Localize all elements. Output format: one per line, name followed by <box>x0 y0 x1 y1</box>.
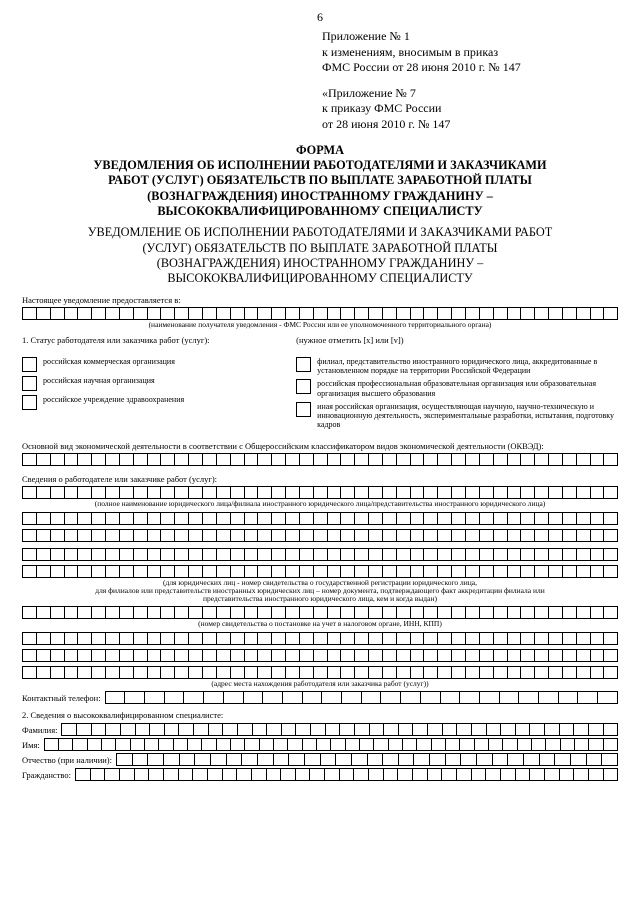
fullname-cells-1[interactable] <box>22 486 618 499</box>
caption-recipient: (наименование получателя уведомления - Ф… <box>22 321 618 329</box>
employer-info-label: Сведения о работодателе или заказчике ра… <box>22 474 618 484</box>
check-hint: (нужное отметить [x] или [v]) <box>296 335 403 345</box>
phone-label: Контактный телефон: <box>22 691 105 703</box>
patronymic-label: Отчество (при наличии): <box>22 753 116 765</box>
name-label: Имя: <box>22 738 44 750</box>
appendix2-l2: к приказу ФМС России <box>322 101 618 117</box>
title-bold-l4: (ВОЗНАГРАЖДЕНИЯ) ИНОСТРАННОМУ ГРАЖДАНИНУ… <box>22 189 618 204</box>
addr-cells-1[interactable] <box>22 632 618 645</box>
appendix1-l3: ФМС России от 28 июня 2010 г. № 147 <box>322 60 618 76</box>
surname-cells[interactable] <box>61 723 618 736</box>
reg-cells-1[interactable] <box>22 548 618 561</box>
appendix1-l1: Приложение № 1 <box>322 29 618 45</box>
caption-fullname: (полное наименование юридического лица/ф… <box>22 500 618 508</box>
status-checks: российская коммерческая организация росси… <box>22 353 618 433</box>
status-left-checkbox-1[interactable] <box>22 376 37 391</box>
status-right-checkbox-2[interactable] <box>296 402 311 417</box>
caption-tax: (номер свидетельства о постановке на уче… <box>22 620 618 628</box>
status-left-label-2: российское учреждение здравоохранения <box>43 395 184 404</box>
title-norm-l1: УВЕДОМЛЕНИЕ ОБ ИСПОЛНЕНИИ РАБОТОДАТЕЛЯМИ… <box>22 225 618 240</box>
status-right-label-0: филиал, представительство иностранного ю… <box>317 357 618 375</box>
page-number: 6 <box>22 10 618 25</box>
addr-cells-3[interactable] <box>22 666 618 679</box>
status-left-1: российская научная организация <box>22 376 296 391</box>
title-norm: УВЕДОМЛЕНИЕ ОБ ИСПОЛНЕНИИ РАБОТОДАТЕЛЯМИ… <box>22 225 618 286</box>
status-left-checkbox-0[interactable] <box>22 357 37 372</box>
reg-cells-3[interactable] <box>22 606 618 619</box>
status-left-checkbox-2[interactable] <box>22 395 37 410</box>
caption-reg: (для юридических лиц - номер свидетельст… <box>22 579 618 604</box>
phone-cells[interactable] <box>105 691 618 704</box>
status-right-checkbox-0[interactable] <box>296 357 311 372</box>
okved-label: Основной вид экономической деятельности … <box>22 441 618 451</box>
title-bold: ФОРМА УВЕДОМЛЕНИЯ ОБ ИСПОЛНЕНИИ РАБОТОДА… <box>22 143 618 220</box>
status-left-2: российское учреждение здравоохранения <box>22 395 296 410</box>
section1-label: 1. Статус работодателя или заказчика раб… <box>22 335 296 345</box>
patronymic-cells[interactable] <box>116 753 618 766</box>
appendix2-l3: от 28 июня 2010 г. № 147 <box>322 117 618 133</box>
intro-label: Настоящее уведомление предоставляется в: <box>22 295 618 305</box>
appendix2-l1: «Приложение № 7 <box>322 86 618 102</box>
citizenship-label: Гражданство: <box>22 768 75 780</box>
status-right-label-1: российская профессиональная образователь… <box>317 379 618 397</box>
title-bold-l3: РАБОТ (УСЛУГ) ОБЯЗАТЕЛЬСТВ ПО ВЫПЛАТЕ ЗА… <box>22 173 618 188</box>
surname-label: Фамилия: <box>22 723 61 735</box>
status-right-label-2: иная российская организация, осуществляю… <box>317 402 618 430</box>
fullname-cells-3[interactable] <box>22 529 618 542</box>
title-norm-l3: (ВОЗНАГРАЖДЕНИЯ) ИНОСТРАННОМУ ГРАЖДАНИНУ… <box>22 256 618 271</box>
title-norm-l4: ВЫСОКОКВАЛИФИЦИРОВАННОМУ СПЕЦИАЛИСТУ <box>22 271 618 286</box>
section2-label: 2. Сведения о высококвалифицированном сп… <box>22 710 618 720</box>
appendix1-l2: к изменениям, вносимым в приказ <box>322 45 618 61</box>
status-left-label-0: российская коммерческая организация <box>43 357 175 366</box>
name-cells[interactable] <box>44 738 618 751</box>
okved-cells[interactable] <box>22 453 618 466</box>
reg-cells-2[interactable] <box>22 565 618 578</box>
caption-addr: (адрес места нахождения работодателя или… <box>22 680 618 688</box>
status-right-checkbox-1[interactable] <box>296 379 311 394</box>
appendix-1: Приложение № 1 к изменениям, вносимым в … <box>322 29 618 76</box>
status-right-0: филиал, представительство иностранного ю… <box>296 357 618 375</box>
status-right-1: российская профессиональная образователь… <box>296 379 618 397</box>
title-bold-l1: ФОРМА <box>22 143 618 158</box>
status-left-label-1: российская научная организация <box>43 376 155 385</box>
fullname-cells-2[interactable] <box>22 512 618 525</box>
title-norm-l2: (УСЛУГ) ОБЯЗАТЕЛЬСТВ ПО ВЫПЛАТЕ ЗАРАБОТН… <box>22 241 618 256</box>
title-bold-l2: УВЕДОМЛЕНИЯ ОБ ИСПОЛНЕНИИ РАБОТОДАТЕЛЯМИ… <box>22 158 618 173</box>
addr-cells-2[interactable] <box>22 649 618 662</box>
appendix-2: «Приложение № 7 к приказу ФМС России от … <box>322 86 618 133</box>
status-left-0: российская коммерческая организация <box>22 357 296 372</box>
status-right-2: иная российская организация, осуществляю… <box>296 402 618 430</box>
citizenship-cells[interactable] <box>75 768 618 781</box>
title-bold-l5: ВЫСОКОКВАЛИФИЦИРОВАННОМУ СПЕЦИАЛИСТУ <box>22 204 618 219</box>
intro-cells[interactable] <box>22 307 618 320</box>
